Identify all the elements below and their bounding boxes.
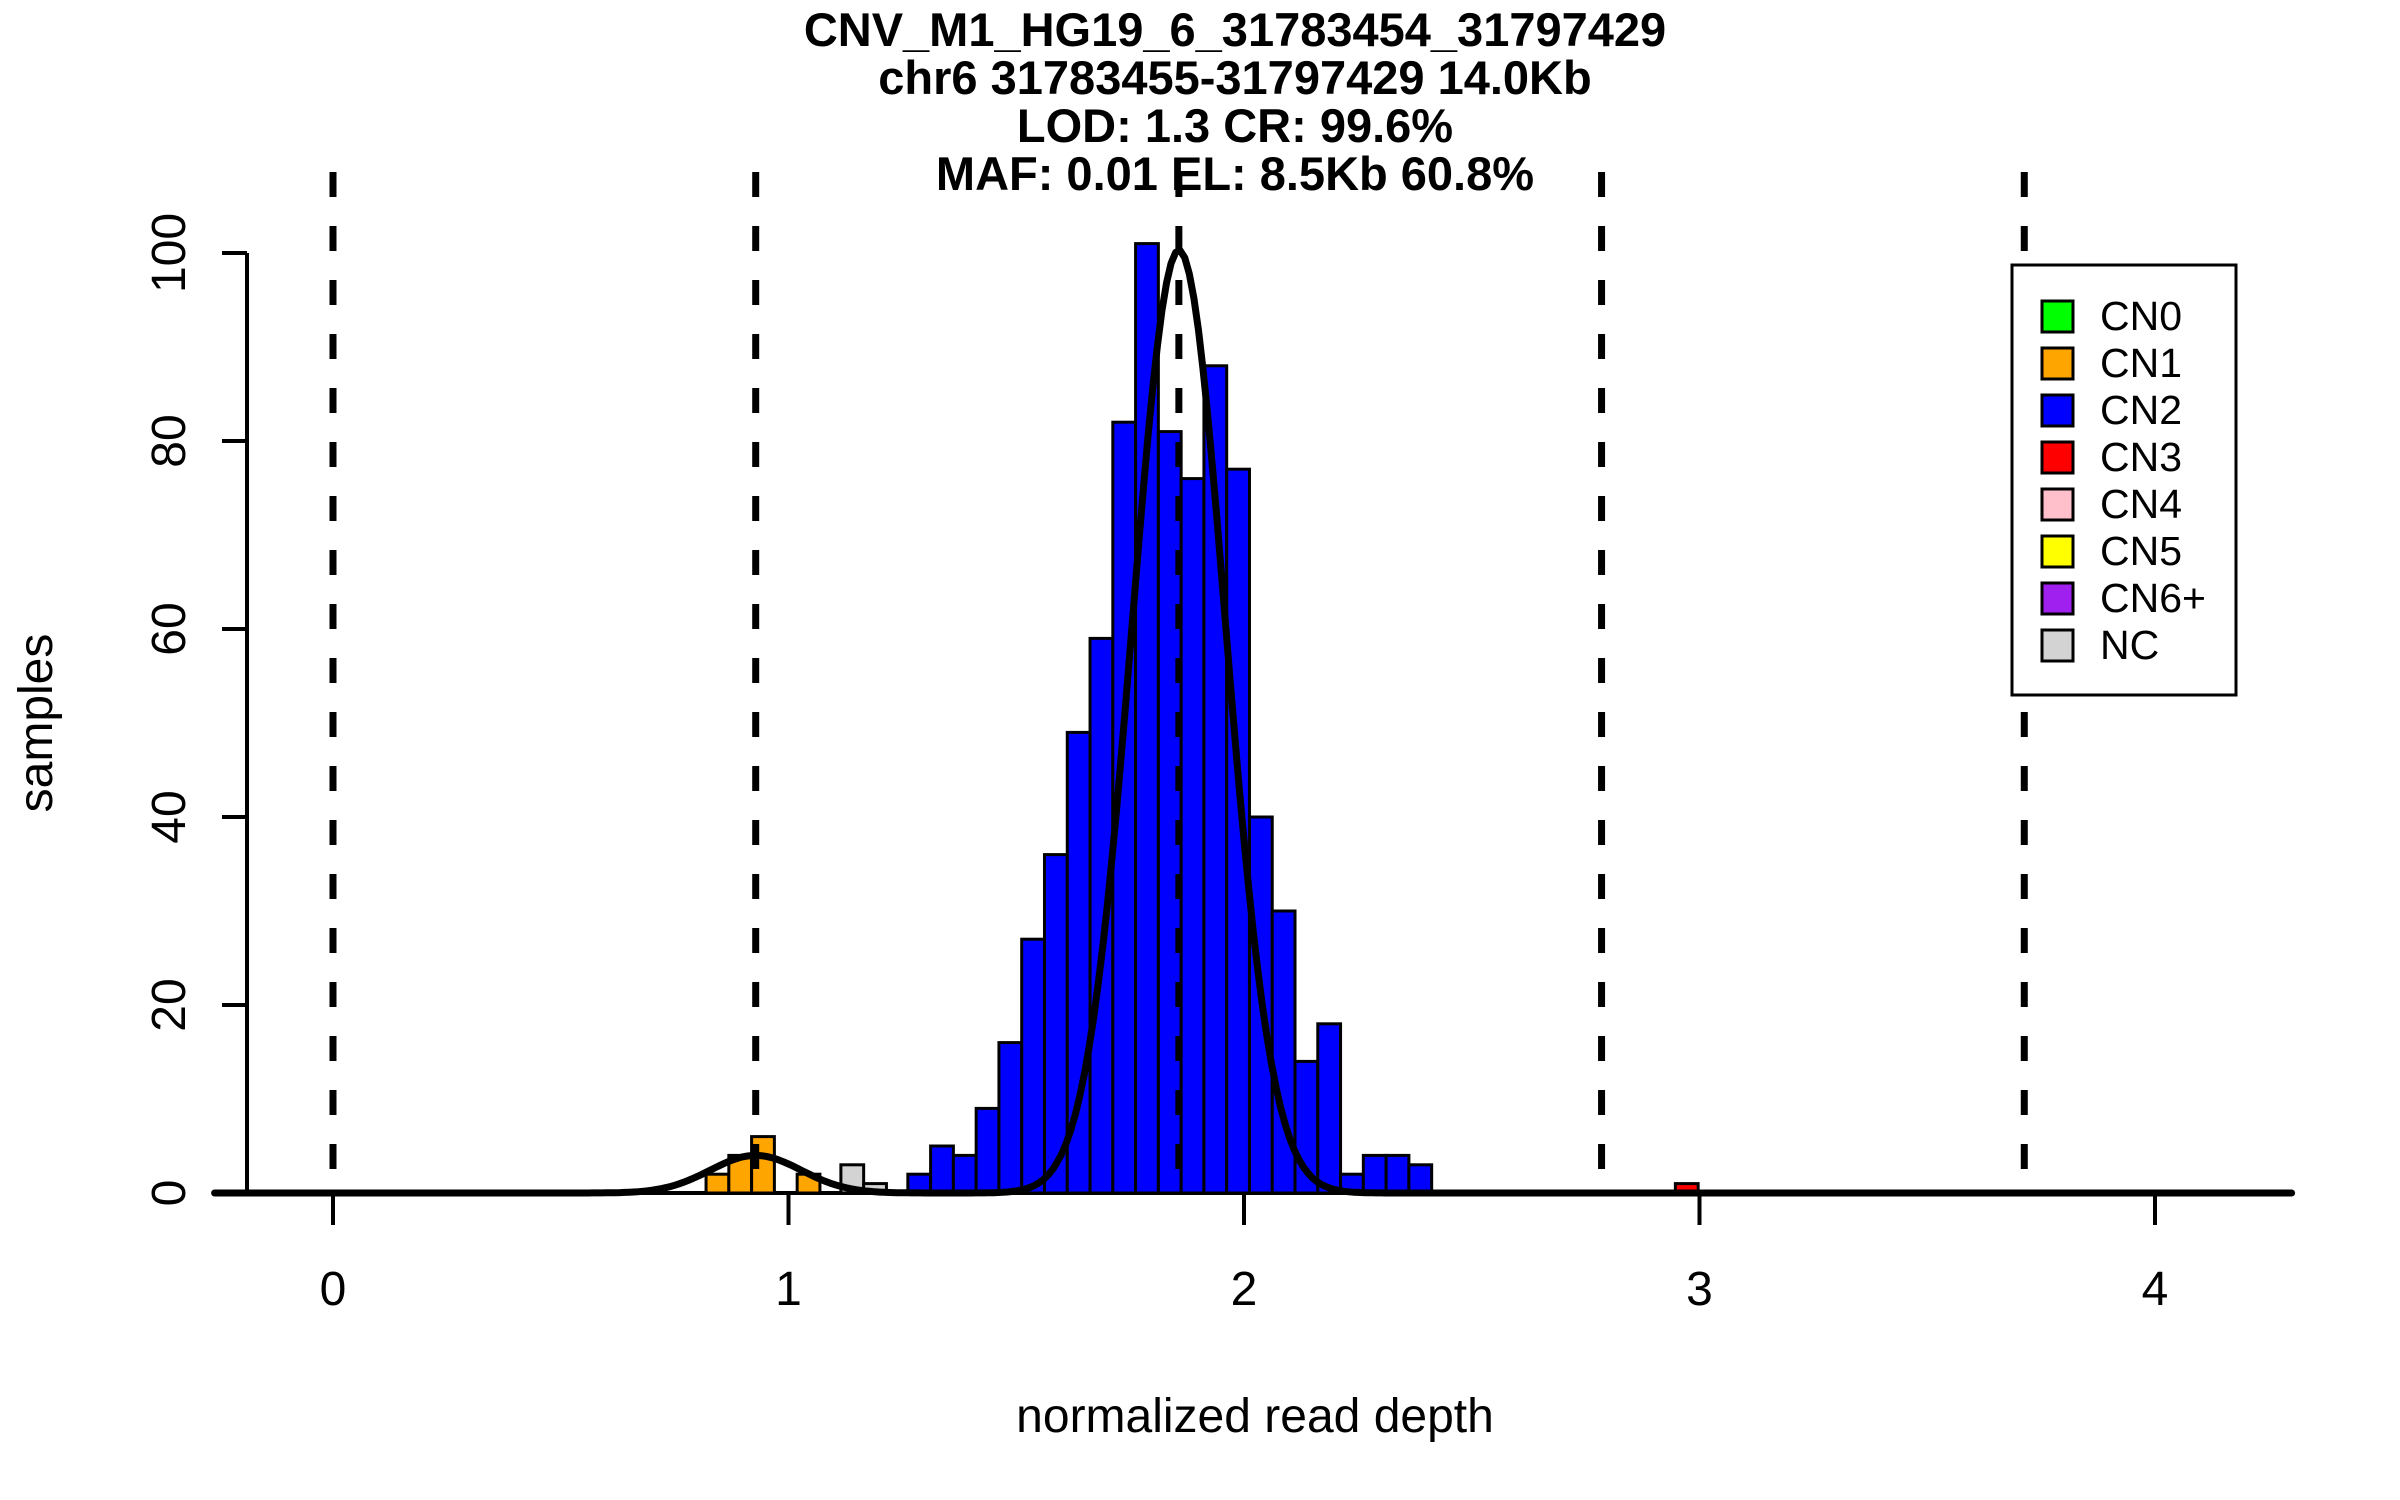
- legend-swatch-cn0: [2040, 299, 2075, 334]
- hist-bar-cn2: [974, 1106, 1001, 1195]
- plot-title-line1: CNV_M1_HG19_6_31783454_31797429: [804, 3, 1666, 56]
- x-axis-label: normalized read depth: [1016, 1390, 1494, 1443]
- y-axis-tick-label: 60: [143, 602, 196, 655]
- legend-swatch-cn1: [2040, 346, 2075, 381]
- legend-label-cn3: CN3: [2100, 434, 2182, 480]
- x-axis-tick-label: 1: [775, 1263, 802, 1316]
- gaussian-fit-curve-group: [211, 247, 2296, 1197]
- x-axis-tick-label: 3: [1686, 1263, 1713, 1316]
- hist-bar-cn1: [704, 1172, 731, 1195]
- legend-box: [2010, 263, 2238, 697]
- plot-title-line3: LOD: 1.3 CR: 99.6%: [1017, 99, 1453, 152]
- legend-label-cn4: CN4: [2100, 481, 2182, 527]
- legend-label-cn2: CN2: [2100, 387, 2182, 433]
- legend-swatch-nc: [2040, 628, 2075, 663]
- y-axis-tick-label: 20: [143, 978, 196, 1031]
- hist-bar-cn2: [1020, 937, 1046, 1195]
- legend-swatch-cn5: [2040, 534, 2075, 569]
- legend-label-cn6plus: CN6+: [2100, 575, 2206, 621]
- y-axis-tick-label: 0: [143, 1180, 196, 1207]
- plot-title-line4: MAF: 0.01 EL: 8.5Kb 60.8%: [936, 147, 1534, 200]
- legend-label-nc: NC: [2100, 622, 2159, 668]
- y-axis-tick-label: 100: [143, 213, 196, 293]
- hist-bar-cn2: [1179, 477, 1206, 1195]
- y-axis-tick-label: 40: [143, 790, 196, 843]
- legend-label-cn5: CN5: [2100, 528, 2182, 574]
- hist-bar-cn2: [1156, 430, 1183, 1195]
- legend-label-cn1: CN1: [2100, 340, 2182, 386]
- hist-bar-cn2: [997, 1041, 1024, 1195]
- hist-bar-cn2: [1316, 1022, 1343, 1195]
- hist-bar-cn2: [1384, 1153, 1411, 1195]
- histogram-bars-group: [704, 242, 1700, 1195]
- x-axis-tick-label: 0: [320, 1263, 347, 1316]
- plot-title-line2: chr6 31783455-31797429 14.0Kb: [878, 51, 1591, 104]
- legend-swatch-cn6plus: [2040, 581, 2075, 616]
- gaussian-fit-curve: [211, 247, 2296, 1197]
- legend-swatch-cn2: [2040, 393, 2075, 428]
- y-axis-label: samples: [10, 634, 63, 813]
- x-axis-tick-label: 2: [1231, 1263, 1258, 1316]
- hist-bar-cn2: [1361, 1153, 1388, 1195]
- hist-bar-cn2: [951, 1153, 978, 1195]
- legend-label-cn0: CN0: [2100, 293, 2182, 339]
- hist-bar-cn2: [929, 1144, 955, 1195]
- y-axis-tick-label: 80: [143, 414, 196, 467]
- hist-bar-cn2: [1407, 1163, 1434, 1195]
- x-axis-tick-label: 4: [2142, 1263, 2169, 1316]
- legend-swatch-cn3: [2040, 440, 2075, 475]
- legend-swatch-cn4: [2040, 487, 2075, 522]
- cluster-mean-lines-group: [329, 172, 2028, 1193]
